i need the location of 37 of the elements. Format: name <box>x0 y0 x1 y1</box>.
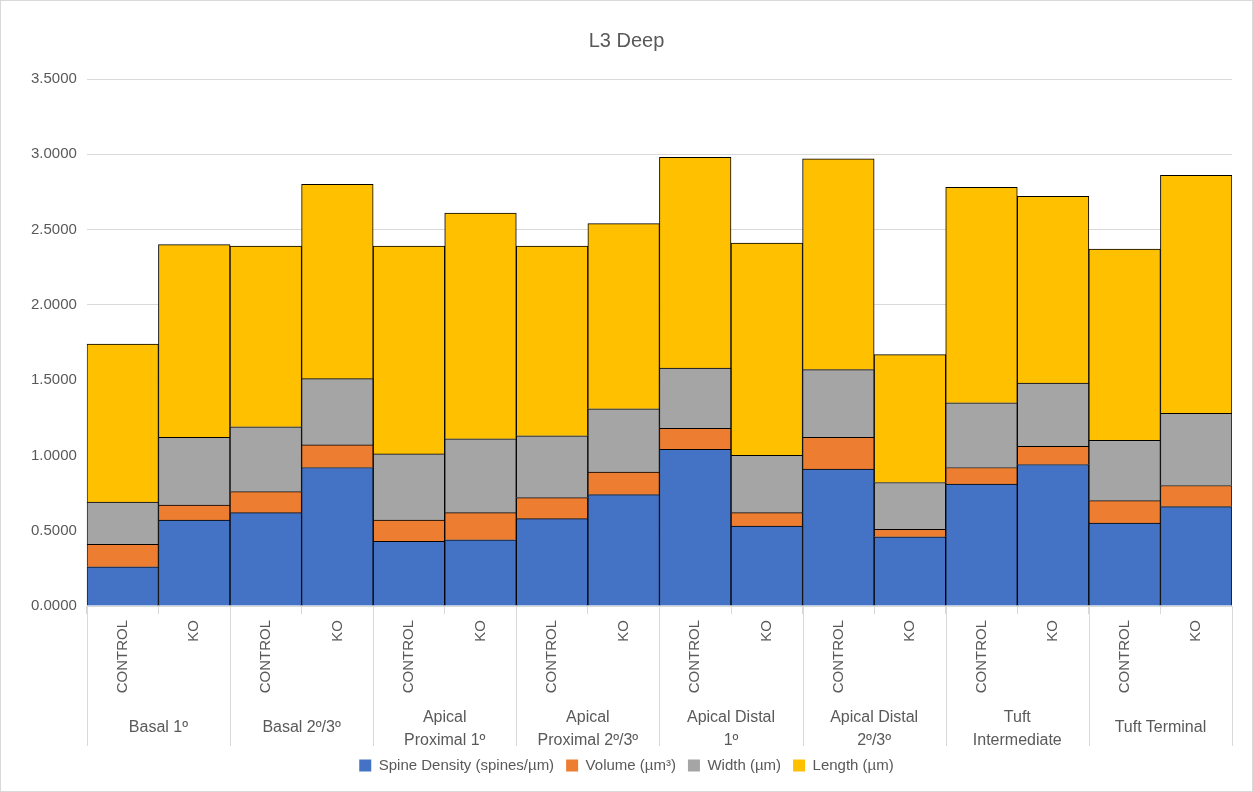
y-tick-label: 2.5000 <box>30 219 77 237</box>
text: Apical Proximal 2º/3º <box>537 708 639 749</box>
legend-label: Length (µm) <box>812 755 894 773</box>
x-tick-label: KO <box>327 620 345 642</box>
text: Apical Proximal 1º <box>404 708 486 749</box>
text: Apical Distal 2º/3º <box>830 708 919 749</box>
x-tick-label: CONTROL <box>399 620 417 694</box>
text: Basal 2º/3º <box>262 718 341 736</box>
x-tick-label: CONTROL <box>112 620 130 694</box>
x-tick-label: KO <box>756 620 774 642</box>
x-tick-label: KO <box>470 620 488 642</box>
y-tick-label: 1.0000 <box>30 445 77 463</box>
text: Apical Distal 1º <box>686 708 776 749</box>
x-tick-label: CONTROL <box>255 620 273 694</box>
x-tick-label: CONTROL <box>1114 620 1132 694</box>
y-tick-label: 2.0000 <box>30 295 77 312</box>
x-tick-label: CONTROL <box>542 620 560 694</box>
x-tick-label: KO <box>1186 620 1204 642</box>
x-tick-label: KO <box>1043 620 1061 642</box>
legend-label: Volume (µm³) <box>585 755 676 773</box>
x-tick-label: KO <box>613 620 631 642</box>
legend-label: Width (µm) <box>707 755 782 773</box>
x-tick-label: CONTROL <box>685 620 703 694</box>
y-tick-label: 0.5000 <box>30 520 77 538</box>
y-tick-label: 3.0000 <box>30 144 77 162</box>
y-tick-label: 1.5000 <box>30 370 77 388</box>
y-tick-label: 0.0000 <box>30 596 77 614</box>
text: Tuft Intermediate <box>972 708 1062 749</box>
x-tick-label: KO <box>184 620 202 642</box>
text: Basal 1º <box>128 718 189 736</box>
legend-label: Spine Density (spines/µm) <box>378 755 555 773</box>
x-tick-label: KO <box>900 620 918 642</box>
x-tick-label: CONTROL <box>828 620 846 694</box>
chart-title: L3 Deep <box>588 28 665 51</box>
y-tick-label: 3.5000 <box>30 69 77 87</box>
x-tick-label: CONTROL <box>971 620 989 694</box>
text: Tuft Terminal <box>1114 718 1207 736</box>
